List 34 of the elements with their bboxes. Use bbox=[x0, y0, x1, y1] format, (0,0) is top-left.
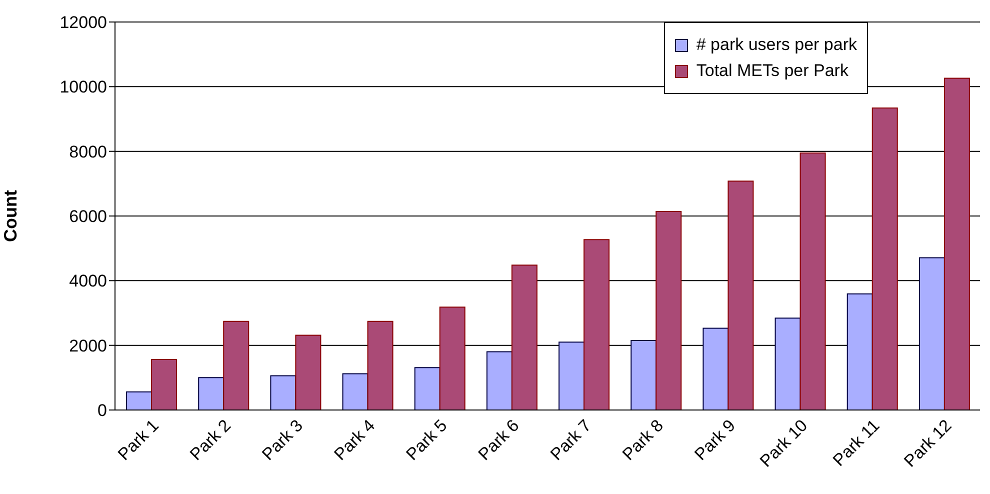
y-tick-label: 8000 bbox=[69, 142, 107, 162]
y-tick-label: 12000 bbox=[60, 13, 107, 32]
bar bbox=[223, 320, 250, 410]
y-tick-label: 6000 bbox=[69, 207, 107, 226]
bar bbox=[295, 334, 322, 410]
bar bbox=[656, 210, 682, 410]
legend-label: # park users per park bbox=[696, 35, 857, 55]
bar bbox=[414, 367, 440, 410]
y-tick-label: 4000 bbox=[69, 272, 107, 291]
bar bbox=[702, 328, 729, 410]
bar bbox=[584, 239, 610, 410]
bar bbox=[918, 257, 945, 410]
bar bbox=[151, 359, 178, 410]
bar bbox=[630, 340, 657, 410]
bar bbox=[511, 264, 538, 410]
bar bbox=[872, 108, 898, 410]
y-tick-label: 10000 bbox=[60, 78, 107, 97]
bar bbox=[846, 293, 873, 410]
bar bbox=[728, 180, 754, 410]
bar bbox=[800, 152, 826, 410]
y-tick-label: 2000 bbox=[69, 336, 107, 356]
bar bbox=[198, 377, 224, 410]
bar bbox=[367, 320, 394, 410]
y-axis-title: Count bbox=[0, 190, 20, 242]
bar bbox=[270, 375, 296, 410]
bar bbox=[126, 391, 152, 410]
bar bbox=[486, 351, 512, 410]
bar bbox=[558, 342, 585, 410]
legend-label: Total METs per Park bbox=[696, 61, 848, 81]
bar bbox=[439, 306, 466, 410]
bar bbox=[774, 318, 801, 410]
bar bbox=[944, 78, 970, 410]
bar bbox=[342, 373, 368, 410]
y-tick-label: 0 bbox=[98, 401, 107, 420]
